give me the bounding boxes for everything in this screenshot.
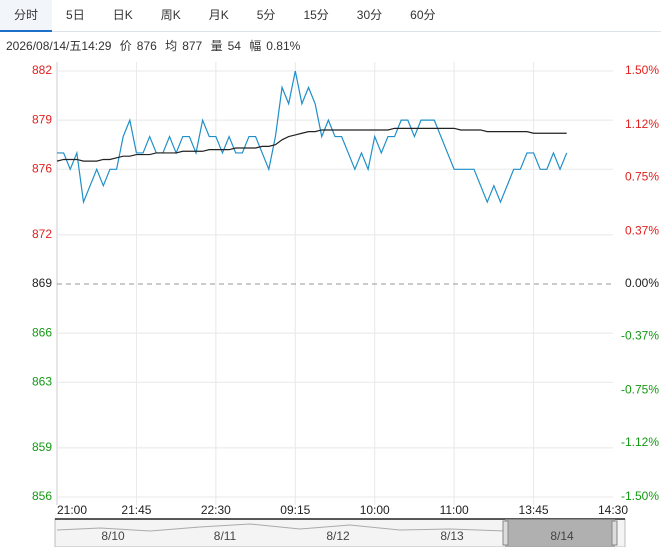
avg: 877	[182, 39, 203, 53]
y-tick-label: 876	[32, 161, 52, 175]
tab[interactable]: 月K	[208, 8, 229, 22]
y2-tick-label: 0.75%	[625, 170, 659, 184]
x-tick-label: 09:15	[280, 503, 310, 517]
tab[interactable]: 日K	[112, 8, 133, 22]
series-line	[57, 70, 568, 205]
series-line	[56, 127, 567, 162]
avg-label: 均	[165, 39, 178, 53]
navigator-window[interactable]	[505, 519, 615, 547]
tab[interactable]: 15分	[303, 8, 329, 22]
tab[interactable]: 5分	[256, 8, 276, 22]
x-tick-label: 21:45	[121, 503, 151, 517]
y2-tick-label: 1.12%	[625, 117, 659, 131]
x-tick-label: 14:30	[598, 503, 628, 517]
volume-label: 量	[210, 39, 223, 53]
y-tick-label: 866	[32, 325, 52, 339]
price-label: 价	[119, 39, 132, 53]
tab-bar: 分时 5日 日K 周K 月K 5分 15分 30分 60分	[0, 0, 661, 32]
x-tick-label: 11:00	[440, 503, 469, 517]
price: 876	[136, 39, 157, 53]
range-label: 幅	[249, 39, 262, 53]
tab[interactable]: 30分	[356, 8, 383, 22]
y2-tick-label: -1.12%	[621, 435, 659, 449]
x-tick-label: 13:45	[519, 503, 549, 517]
tab[interactable]: 周K	[160, 8, 181, 22]
navigator-handle[interactable]	[502, 520, 509, 546]
tab[interactable]: 60分	[410, 8, 436, 22]
navigator-date: 8/11	[214, 529, 237, 543]
navigator-date: 8/14	[550, 529, 574, 543]
x-tick-label: 10:00	[360, 503, 390, 517]
y-tick-label: 872	[32, 227, 52, 241]
navigator-date: 8/10	[101, 529, 125, 543]
y2-tick-label: -0.37%	[621, 329, 659, 343]
y-tick-label: 869	[32, 276, 52, 290]
navigator-handle[interactable]	[611, 520, 618, 546]
y2-tick-label: -0.75%	[621, 383, 659, 397]
y2-tick-label: 0.37%	[625, 224, 659, 238]
y-tick-label: 879	[32, 112, 52, 126]
y-tick-label: 863	[32, 374, 52, 388]
x-tick-label: 21:00	[57, 503, 87, 517]
datetime: 2026/08/14/五14:29	[6, 39, 112, 53]
y2-tick-label: 0.00%	[625, 276, 659, 290]
y2-tick-label: -1.50%	[621, 489, 659, 503]
y2-tick-label: 1.50%	[625, 63, 659, 77]
tab[interactable]: 分时	[0, 0, 53, 32]
navigator-date: 8/12	[326, 529, 350, 543]
volume: 54	[227, 39, 241, 53]
y-tick-label: 859	[32, 440, 52, 454]
y-tick-label: 856	[32, 489, 52, 503]
navigator-date: 8/13	[440, 529, 464, 543]
navigator-line	[56, 523, 506, 532]
range: 0.81%	[266, 39, 301, 53]
tab[interactable]: 5日	[66, 8, 85, 22]
y-tick-label: 882	[32, 63, 52, 77]
x-tick-label: 22:30	[201, 503, 231, 517]
info-line: 2026/08/14/五14:29 价 876 均 877 量 54 幅 0.81%	[6, 37, 305, 54]
